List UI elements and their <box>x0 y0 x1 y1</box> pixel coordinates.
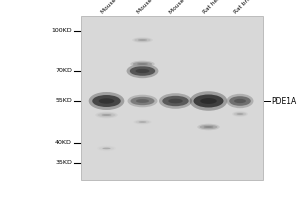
Ellipse shape <box>89 92 124 110</box>
Ellipse shape <box>99 98 114 104</box>
Text: 55KD: 55KD <box>55 98 72 104</box>
Ellipse shape <box>226 94 254 108</box>
Text: Rat heart: Rat heart <box>202 0 225 15</box>
Ellipse shape <box>135 120 150 124</box>
Text: 70KD: 70KD <box>55 68 72 73</box>
Ellipse shape <box>130 66 155 76</box>
Ellipse shape <box>99 147 114 150</box>
Ellipse shape <box>95 112 118 118</box>
Ellipse shape <box>162 96 189 106</box>
Ellipse shape <box>159 93 192 109</box>
Text: PDE1A: PDE1A <box>272 97 297 106</box>
Ellipse shape <box>194 95 224 108</box>
Ellipse shape <box>130 61 155 67</box>
Ellipse shape <box>101 114 112 116</box>
Ellipse shape <box>134 38 151 42</box>
Ellipse shape <box>97 146 116 151</box>
Text: Rat brain: Rat brain <box>233 0 256 15</box>
Bar <box>81 16 262 180</box>
Ellipse shape <box>234 99 246 103</box>
Ellipse shape <box>236 113 244 115</box>
Ellipse shape <box>128 95 158 107</box>
Ellipse shape <box>130 97 154 105</box>
Ellipse shape <box>138 39 147 41</box>
Ellipse shape <box>203 126 213 128</box>
Text: 100KD: 100KD <box>51 28 72 33</box>
Ellipse shape <box>137 63 148 65</box>
Ellipse shape <box>136 69 149 73</box>
Ellipse shape <box>134 120 152 124</box>
Ellipse shape <box>127 64 158 78</box>
Ellipse shape <box>139 121 146 123</box>
Ellipse shape <box>232 111 248 117</box>
Ellipse shape <box>136 99 149 103</box>
Ellipse shape <box>234 112 246 116</box>
Text: Mouse kidney: Mouse kidney <box>169 0 201 15</box>
Ellipse shape <box>168 99 183 103</box>
Text: Mouse brain: Mouse brain <box>136 0 165 15</box>
Text: 40KD: 40KD <box>55 140 72 146</box>
Ellipse shape <box>190 91 227 111</box>
Ellipse shape <box>98 113 116 117</box>
Ellipse shape <box>229 96 251 106</box>
Text: 35KD: 35KD <box>55 160 72 166</box>
Ellipse shape <box>92 95 121 107</box>
Text: Mouse heart: Mouse heart <box>100 0 130 15</box>
Ellipse shape <box>132 37 153 43</box>
Ellipse shape <box>200 98 217 104</box>
Ellipse shape <box>200 125 217 129</box>
Ellipse shape <box>102 148 111 149</box>
Ellipse shape <box>197 124 220 130</box>
Ellipse shape <box>133 62 152 66</box>
